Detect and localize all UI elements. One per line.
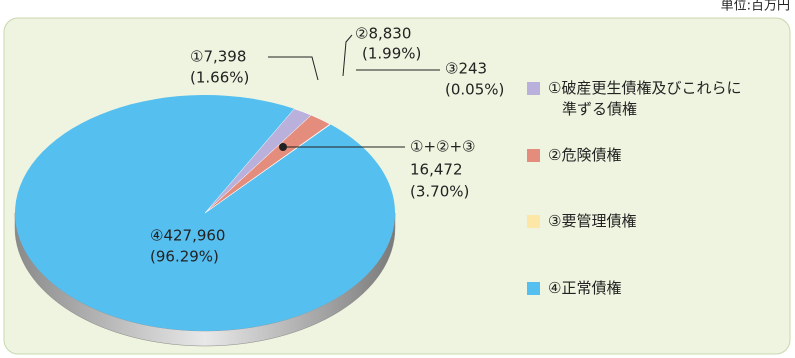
legend-swatch: [527, 215, 540, 228]
sum-marker: [279, 143, 287, 151]
data-label: ④427,960: [150, 227, 225, 245]
sum-percent: (3.70%): [410, 183, 469, 201]
sum-label: ①+②+③: [410, 138, 475, 156]
data-label: ①7,398: [190, 48, 246, 66]
legend-swatch: [527, 282, 540, 295]
pie-slice: [204, 123, 331, 214]
sum-value: 16,472: [410, 161, 463, 179]
legend-label: ④正常債権: [548, 279, 622, 297]
leaders: [268, 34, 440, 148]
data-label: (0.05%): [445, 81, 504, 99]
legend-swatch: [527, 82, 540, 95]
legend-label: ③要管理債権: [548, 212, 637, 230]
legend-swatch: [527, 149, 540, 162]
data-label: ③243: [445, 60, 487, 78]
data-label: (1.66%): [190, 69, 249, 87]
data-label: (96.29%): [150, 248, 219, 266]
legend-label: ②危険債権: [548, 146, 622, 164]
unit: 単位:百万円: [721, 0, 790, 14]
pie: [14, 94, 396, 347]
data-label: (1.99%): [362, 45, 421, 63]
data-label: ②8,830: [355, 25, 411, 43]
legend-label: ①破産更生債権及びこれらに準ずる債権: [548, 79, 742, 118]
